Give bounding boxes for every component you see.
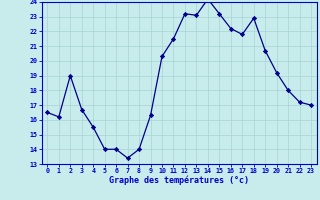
X-axis label: Graphe des températures (°c): Graphe des températures (°c) — [109, 176, 249, 185]
